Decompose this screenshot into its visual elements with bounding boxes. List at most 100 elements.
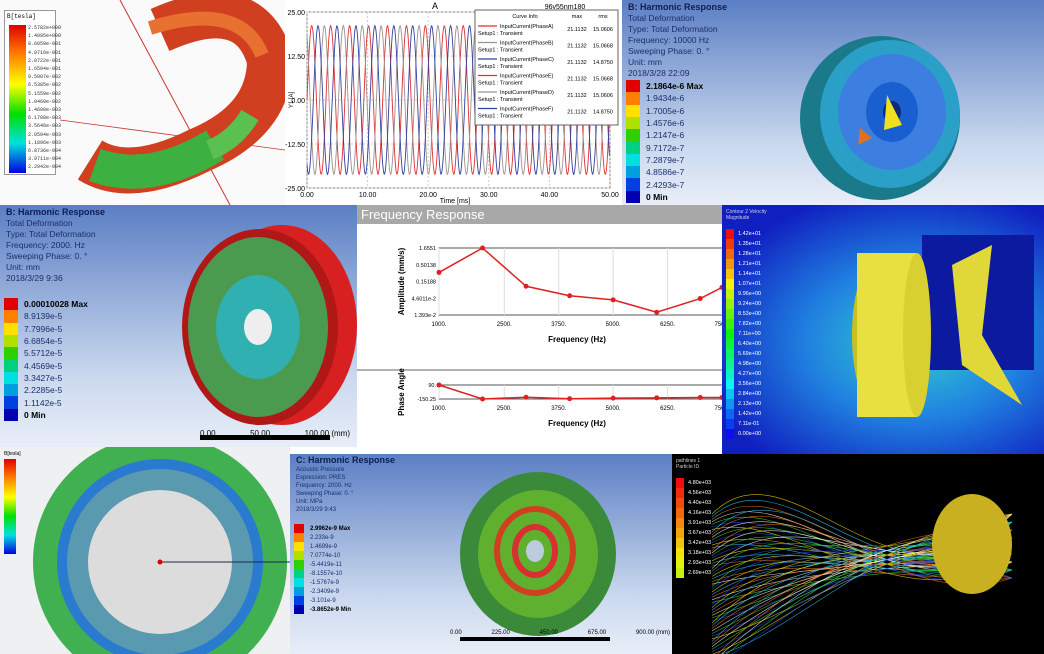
current-series-line bbox=[306, 24, 610, 176]
legend-series-name: InputCurrent(PhaseF) bbox=[500, 107, 553, 113]
legend-value: 3.67e+03 bbox=[688, 530, 712, 536]
legend-swatch bbox=[726, 359, 734, 369]
legend-row: 2.9962e-9 Max bbox=[294, 524, 351, 533]
plot-area bbox=[438, 247, 722, 316]
color-bar bbox=[4, 459, 16, 554]
legend-row: 9.96e+00 bbox=[726, 289, 761, 299]
legend-value: 2.5782e+000 bbox=[28, 25, 62, 31]
legend-swatch bbox=[676, 528, 684, 538]
frequency-response-chart: 1000. 2500. 3750. 5000. 6250. 7500. 1.6551 0.50… bbox=[357, 245, 722, 428]
legend-row: 4.40e+03 bbox=[676, 498, 711, 508]
info-text: Unit: mm bbox=[6, 262, 40, 272]
legend-value: -3.8652e-9 Min bbox=[310, 606, 352, 613]
legend-row: 7.82e+00 bbox=[726, 319, 761, 329]
data-point bbox=[523, 283, 529, 289]
result-info-line: Frequency: 2000. Hz bbox=[6, 240, 105, 251]
legend-row: 2.1864e-6 Max bbox=[626, 80, 703, 93]
legend-series-name: InputCurrent(PhaseD) bbox=[500, 90, 554, 96]
curve-info-legend: Curve Info max rmsInputCurrent(PhaseA)Setu… bbox=[474, 9, 619, 126]
data-point bbox=[436, 269, 442, 275]
series-line bbox=[438, 384, 722, 400]
panel-title: Frequency Response bbox=[357, 205, 722, 224]
stator-ring-panel: B[tesla] bbox=[0, 447, 290, 654]
legend-value: 4.8586e-7 bbox=[646, 167, 685, 178]
info-text: Expression: PRES bbox=[296, 475, 346, 481]
y-tick-label: -150.25 bbox=[417, 397, 436, 403]
cfd-velocity-panel: Contour 2 Velocity Magnitude 1.42e+01 1.3… bbox=[722, 205, 1044, 454]
legend-row: 1.21e+01 bbox=[726, 259, 761, 269]
legend-row: 1.4576e-6 bbox=[626, 116, 703, 130]
legend-value: -1.5767e-9 bbox=[310, 579, 340, 586]
legend-value: 2.13e+00 bbox=[738, 401, 762, 407]
legend-value: 3.9711e-004 bbox=[28, 156, 62, 163]
result-info-line: Unit: mm bbox=[6, 262, 105, 273]
legend-value: 7.82e+00 bbox=[738, 321, 762, 327]
x-tick-label: 10.00 bbox=[359, 192, 377, 199]
legend-row: -1.5767e-9 bbox=[294, 578, 351, 587]
legend-row: 7.2879e-7 bbox=[626, 153, 703, 167]
x-tick-label: 20.00 bbox=[419, 192, 437, 199]
legend-value: -5.4419e-11 bbox=[310, 561, 342, 568]
legend-value: 2.2942e-004 bbox=[28, 164, 62, 171]
info-text: B: Harmonic Response bbox=[628, 2, 728, 12]
legend-row: -8.1557e-10 bbox=[294, 569, 351, 578]
legend-rms: 14.8750 bbox=[593, 110, 613, 116]
legend-row: 3.91e+03 bbox=[676, 518, 711, 528]
legend-value: 2.233e-9 bbox=[310, 534, 334, 541]
legend-row: 1.07e+01 bbox=[726, 279, 761, 289]
legend-value: -2.3409e-9 bbox=[310, 588, 340, 595]
legend-row: 1.42e+01 bbox=[726, 229, 761, 239]
legend-value: 1.1142e-5 bbox=[24, 397, 62, 408]
legend-header: rms bbox=[598, 14, 607, 20]
legend-row: 3.42e+03 bbox=[676, 538, 711, 548]
result-info-line: Sweeping Phase: 0. ° bbox=[296, 490, 395, 498]
legend-value: 2.2285e-5 bbox=[24, 385, 63, 396]
legend-swatch bbox=[726, 259, 734, 269]
info-text: Sweeping Phase: 0. ° bbox=[628, 46, 710, 56]
legend-row: 3.56e+00 bbox=[726, 379, 761, 389]
legend-swatch bbox=[676, 478, 684, 488]
legend-swatch bbox=[4, 371, 18, 385]
legend-row: 4.16e+03 bbox=[676, 508, 711, 518]
legend-value: 7.2879e-7 bbox=[646, 154, 685, 165]
x-tick-label: 7500. bbox=[714, 322, 722, 328]
info-text: Frequency: 10000 Hz bbox=[628, 35, 710, 45]
legend-value: 1.2147e-6 bbox=[646, 130, 685, 141]
result-info-line: Unit: mm bbox=[628, 57, 727, 68]
legend-max: 21.1132 bbox=[567, 60, 586, 66]
y-tick-label: 12.50 bbox=[287, 54, 305, 61]
legend-value: 1.4576e-6 bbox=[646, 118, 685, 129]
wheel-harmonic-panel-10000hz: B: Harmonic Response Total Deformation Typ… bbox=[622, 0, 1044, 205]
legend-swatch bbox=[4, 298, 18, 311]
x-tick-label: 1000. bbox=[431, 322, 446, 328]
color-bar bbox=[9, 25, 26, 173]
legend-value: 7.11e+00 bbox=[738, 331, 761, 337]
data-point bbox=[610, 297, 616, 303]
legend-row: 1.9434e-6 bbox=[626, 92, 703, 105]
data-point bbox=[719, 395, 722, 401]
y-tick-label: 1.6551 bbox=[419, 246, 436, 252]
result-info-line: Acoustic Pressure bbox=[296, 466, 395, 474]
y-tick-label: 0.50138 bbox=[416, 263, 436, 269]
legend-value: 1.4095e+000 bbox=[28, 33, 62, 40]
y-tick-label: 0.00 bbox=[291, 98, 305, 105]
legend-value: 4.16e+03 bbox=[688, 510, 712, 516]
result-title: B: Harmonic Response bbox=[6, 207, 105, 218]
result-info-line: Frequency: 2000. Hz bbox=[296, 482, 395, 490]
legend-swatch bbox=[676, 488, 684, 498]
x-tick-label: 30.00 bbox=[480, 192, 498, 199]
x-tick-label: 5000. bbox=[606, 322, 621, 328]
legend-value: 5.1559e-002 bbox=[28, 90, 62, 97]
legend-swatch bbox=[626, 80, 640, 93]
legend-rms: 15.0668 bbox=[593, 77, 613, 83]
legend-swatch bbox=[294, 524, 304, 533]
legend-value: 3.91e+03 bbox=[688, 520, 712, 526]
legend-row: 1.4699e-9 bbox=[294, 542, 351, 551]
pathlines-panel: pathlines 1 Particle ID 4.80e+03 4.56e+03… bbox=[672, 454, 1044, 654]
legend-swatch bbox=[4, 310, 18, 323]
legend-swatch bbox=[676, 568, 684, 578]
data-point bbox=[567, 396, 573, 402]
legend-row: 1.14e+01 bbox=[726, 269, 761, 279]
legend-row: -2.3409e-9 bbox=[294, 587, 351, 596]
legend-value: 8.53e+00 bbox=[738, 311, 762, 317]
